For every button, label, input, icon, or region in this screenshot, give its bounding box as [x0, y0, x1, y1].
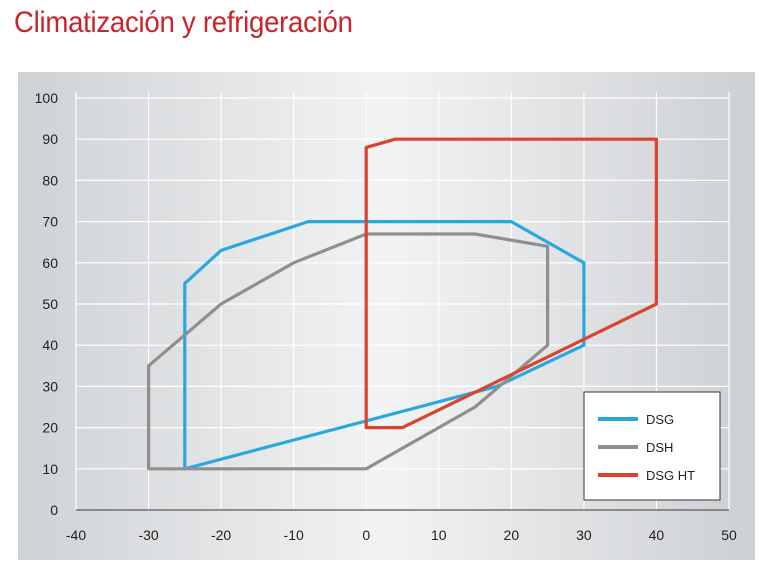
x-tick-label: 20 [504, 527, 520, 543]
x-tick-label: 0 [362, 527, 370, 543]
x-tick-label: -30 [138, 527, 158, 543]
y-tick-label: 90 [42, 131, 58, 147]
x-tick-label: 40 [649, 527, 665, 543]
legend-label: DSH [646, 440, 673, 455]
page-title: Climatización y refrigeración [14, 6, 353, 39]
x-tick-label: -10 [284, 527, 304, 543]
series-line-dsh [147, 232, 550, 471]
x-tick-label: -40 [66, 527, 86, 543]
legend: DSG DSH DSG HT [583, 391, 721, 501]
x-tick-label: -20 [211, 527, 231, 543]
y-tick-label: 80 [42, 172, 58, 188]
x-tick-label: 10 [431, 527, 447, 543]
y-tick-label: 50 [42, 296, 58, 312]
y-tick-label: 30 [42, 378, 58, 394]
y-tick-label: 20 [42, 420, 58, 436]
series-line-dsg-ht [364, 137, 659, 430]
y-tick-label: 0 [50, 502, 58, 518]
y-tick-label: 60 [42, 255, 58, 271]
y-tick-label: 100 [35, 90, 59, 106]
series-line-dsg [183, 220, 586, 471]
y-tick-label: 10 [42, 461, 58, 477]
y-tick-label: 70 [42, 214, 58, 230]
legend-label: DSG HT [646, 468, 695, 483]
legend-label: DSG [646, 412, 674, 427]
y-tick-label: 40 [42, 337, 58, 353]
x-tick-label: 50 [721, 527, 737, 543]
x-tick-label: 30 [576, 527, 592, 543]
